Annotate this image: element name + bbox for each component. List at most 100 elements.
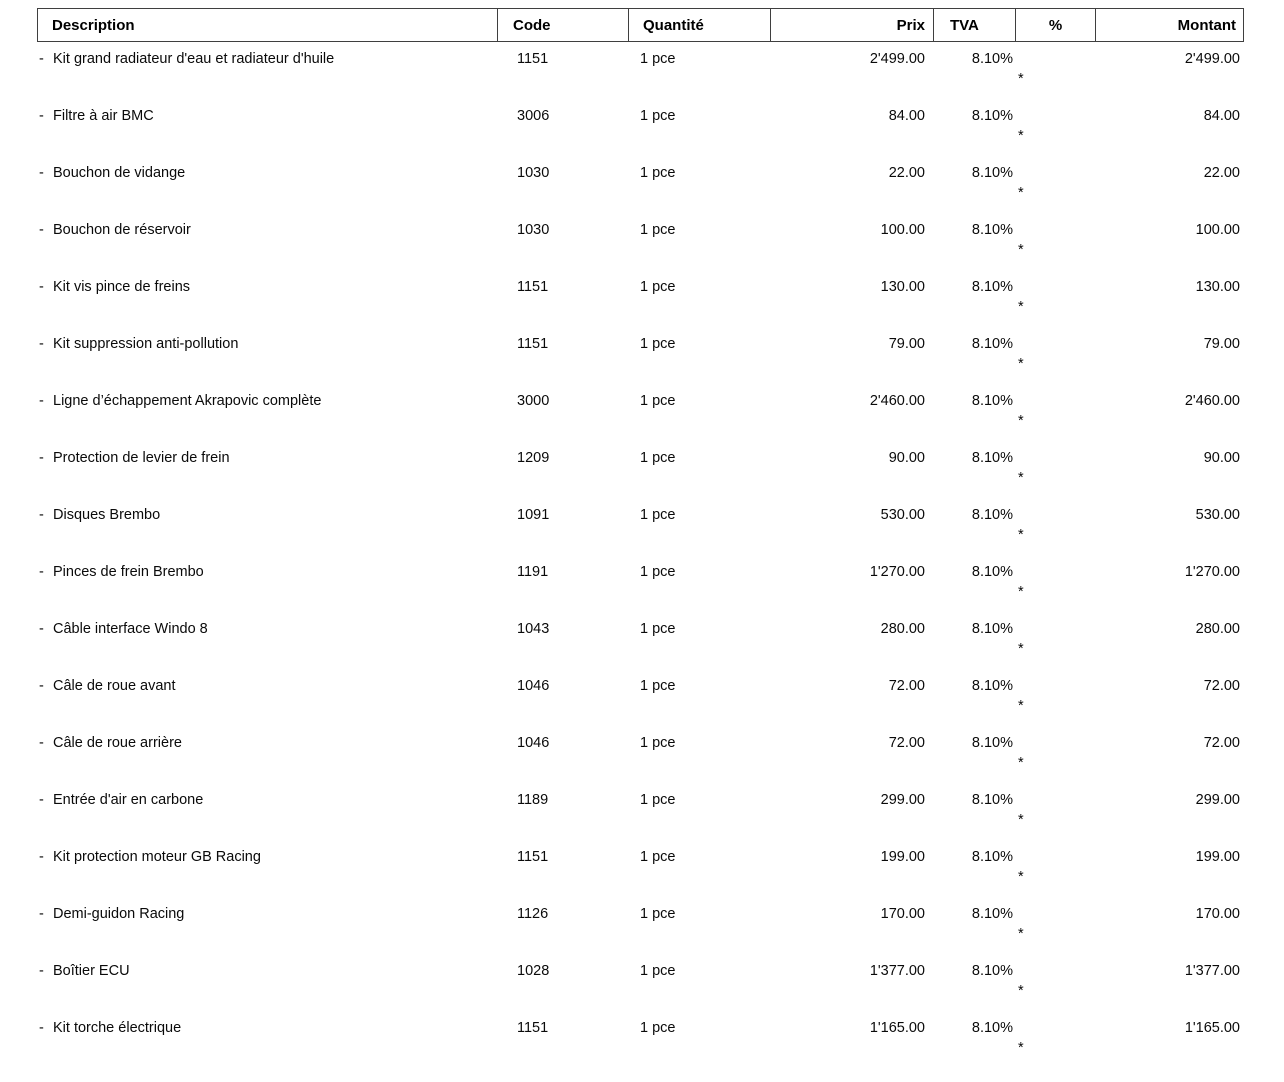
- item-bullet: -: [39, 336, 44, 352]
- item-amount: 299.00: [1195, 792, 1240, 808]
- item-code: 1151: [517, 1020, 549, 1036]
- item-vat-asterisk: *: [1018, 470, 1024, 486]
- item-unit-price: 22.00: [888, 165, 925, 181]
- item-bullet: -: [39, 1020, 44, 1036]
- item-vat-asterisk: *: [1018, 698, 1024, 714]
- item-vat-rate: 8.10%: [971, 678, 1013, 694]
- item-vat-rate: 8.10%: [971, 564, 1013, 580]
- item-quantity: 1 pce: [640, 792, 676, 808]
- item-vat-asterisk: *: [1018, 413, 1024, 429]
- item-bullet: -: [39, 792, 44, 808]
- item-vat-asterisk: *: [1018, 584, 1024, 600]
- item-quantity: 1 pce: [640, 507, 676, 523]
- item-quantity: 1 pce: [640, 1020, 676, 1036]
- item-description-cell: - Kit vis pince de freins: [37, 278, 497, 317]
- item-unit-price: 170.00: [880, 906, 925, 922]
- table-body: - Kit grand radiateur d'eau et radiateur…: [37, 50, 1244, 1076]
- item-vat-rate: 8.10%: [971, 450, 1013, 466]
- item-description: Demi-guidon Racing: [53, 906, 185, 922]
- item-vat-asterisk: *: [1018, 641, 1024, 657]
- item-description-cell: - Ligne d’échappement Akrapovic complète: [37, 392, 497, 431]
- item-quantity: 1 pce: [640, 165, 676, 181]
- item-amount: 22.00: [1203, 165, 1240, 181]
- table-row: - Kit grand radiateur d'eau et radiateur…: [37, 50, 1244, 107]
- item-description-cell: - Bouchon de vidange: [37, 164, 497, 203]
- item-description: Kit suppression anti-pollution: [53, 336, 239, 352]
- item-unit-price: 530.00: [880, 507, 925, 523]
- item-description-cell: - Filtre à air BMC: [37, 107, 497, 146]
- item-quantity: 1 pce: [640, 108, 676, 124]
- item-amount: 170.00: [1195, 906, 1240, 922]
- item-vat-asterisk: *: [1018, 983, 1024, 999]
- item-amount: 72.00: [1203, 678, 1240, 694]
- item-bullet: -: [39, 963, 44, 979]
- item-code: 1043: [517, 621, 550, 637]
- item-vat-rate: 8.10%: [971, 963, 1013, 979]
- item-unit-price: 130.00: [880, 279, 925, 295]
- item-vat-rate: 8.10%: [971, 735, 1013, 751]
- item-amount: 79.00: [1203, 336, 1240, 352]
- item-unit-price: 280.00: [880, 621, 925, 637]
- table-row: - Pinces de frein Brembo 1191 1 pce 1'27…: [37, 563, 1244, 620]
- invoice-items-table: Description Code Quantité Prix TVA % Mon…: [37, 8, 1244, 1076]
- item-code: 1191: [517, 564, 549, 580]
- table-row: - Kit torche électrique 1151 1 pce 1'165…: [37, 1019, 1244, 1076]
- item-amount: 2'460.00: [1184, 393, 1240, 409]
- item-code: 1151: [517, 849, 549, 865]
- table-row: - Ligne d’échappement Akrapovic complète…: [37, 392, 1244, 449]
- item-description-cell: - Bouchon de réservoir: [37, 221, 497, 260]
- table-row: - Kit suppression anti-pollution 1151 1 …: [37, 335, 1244, 392]
- item-bullet: -: [39, 678, 44, 694]
- column-header-quantity: Quantité: [629, 9, 771, 41]
- item-vat-rate: 8.10%: [971, 336, 1013, 352]
- item-unit-price: 1'377.00: [869, 963, 925, 979]
- item-vat-rate: 8.10%: [971, 279, 1013, 295]
- item-quantity: 1 pce: [640, 735, 676, 751]
- item-description: Pinces de frein Brembo: [53, 564, 204, 580]
- item-vat-asterisk: *: [1018, 527, 1024, 543]
- column-header-description: Description: [38, 9, 498, 41]
- item-description-cell: - Câle de roue avant: [37, 677, 497, 716]
- item-vat-rate: 8.10%: [971, 222, 1013, 238]
- item-description: Câle de roue arrière: [53, 735, 182, 751]
- item-unit-price: 100.00: [880, 222, 925, 238]
- item-quantity: 1 pce: [640, 222, 676, 238]
- column-header-price: Prix: [771, 9, 934, 41]
- item-description-cell: - Protection de levier de frein: [37, 449, 497, 488]
- item-amount: 530.00: [1195, 507, 1240, 523]
- table-row: - Kit vis pince de freins 1151 1 pce 130…: [37, 278, 1244, 335]
- item-description: Disques Brembo: [53, 507, 161, 523]
- item-bullet: -: [39, 165, 44, 181]
- table-row: - Disques Brembo 1091 1 pce 530.00 8.10%…: [37, 506, 1244, 563]
- table-row: - Filtre à air BMC 3006 1 pce 84.00 8.10…: [37, 107, 1244, 164]
- item-description-cell: - Demi-guidon Racing: [37, 905, 497, 944]
- item-unit-price: 1'165.00: [869, 1020, 925, 1036]
- item-vat-rate: 8.10%: [971, 507, 1013, 523]
- column-header-code: Code: [498, 9, 629, 41]
- item-vat-rate: 8.10%: [971, 51, 1013, 67]
- item-unit-price: 72.00: [888, 735, 925, 751]
- item-vat-asterisk: *: [1018, 356, 1024, 372]
- item-vat-rate: 8.10%: [971, 849, 1013, 865]
- item-quantity: 1 pce: [640, 450, 676, 466]
- item-description: Protection de levier de frein: [53, 450, 230, 466]
- table-row: - Boîtier ECU 1028 1 pce 1'377.00 8.10% …: [37, 962, 1244, 1019]
- item-code: 1091: [517, 507, 550, 523]
- item-description: Kit protection moteur GB Racing: [53, 849, 261, 865]
- item-bullet: -: [39, 222, 44, 238]
- item-unit-price: 1'270.00: [869, 564, 925, 580]
- item-vat-rate: 8.10%: [971, 393, 1013, 409]
- item-vat-rate: 8.10%: [971, 1020, 1013, 1036]
- table-row: - Câle de roue arrière 1046 1 pce 72.00 …: [37, 734, 1244, 791]
- table-header-row: Description Code Quantité Prix TVA % Mon…: [37, 8, 1244, 42]
- item-bullet: -: [39, 279, 44, 295]
- item-amount: 199.00: [1195, 849, 1240, 865]
- table-row: - Câle de roue avant 1046 1 pce 72.00 8.…: [37, 677, 1244, 734]
- item-code: 1151: [517, 51, 549, 67]
- item-description: Entrée d'air en carbone: [53, 792, 204, 808]
- item-vat-asterisk: *: [1018, 185, 1024, 201]
- item-vat-asterisk: *: [1018, 299, 1024, 315]
- item-vat-rate: 8.10%: [971, 621, 1013, 637]
- item-unit-price: 79.00: [888, 336, 925, 352]
- item-bullet: -: [39, 849, 44, 865]
